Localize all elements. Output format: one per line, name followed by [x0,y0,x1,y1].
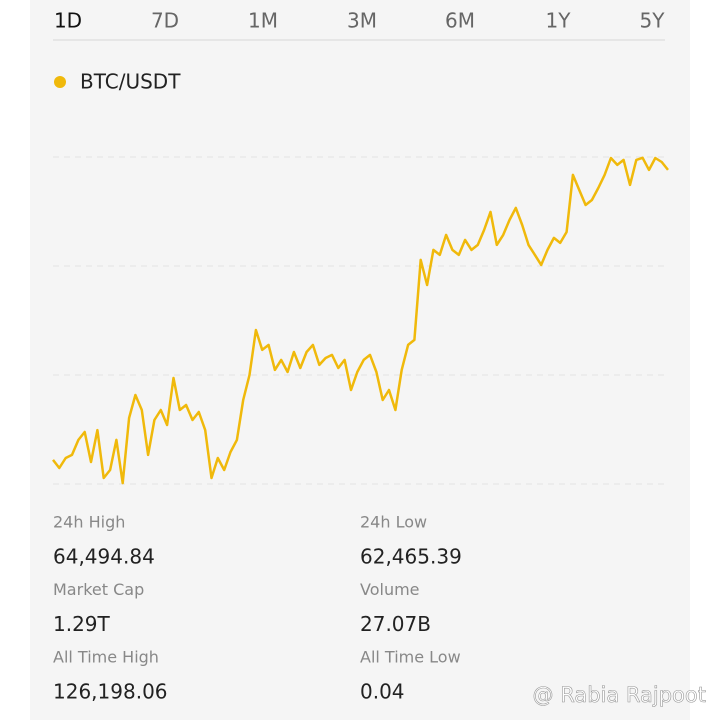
card [30,0,690,720]
legend-label: BTC/USDT [80,70,181,94]
stat-value: 0.04 [360,680,405,704]
watermark: @ Rabia Rajpoot [533,683,706,707]
stat-label: All Time High [53,648,159,667]
stat-label: Market Cap [53,580,144,599]
stat-value: 126,198.06 [53,680,168,704]
stat-value: 64,494.84 [53,545,155,569]
legend-dot [54,76,66,88]
time-range-tab[interactable]: 1Y [546,9,572,33]
price-line [52,156,669,485]
stat-value: 1.29T [53,612,111,636]
stat-label: Volume [360,580,420,599]
time-range-tab[interactable]: 6M [445,9,475,33]
time-range-tab[interactable]: 7D [151,9,179,33]
stat-value: 27.07B [360,612,431,636]
stat-value: 62,465.39 [360,545,462,569]
stat-label: 24h Low [360,513,427,532]
time-range-tab[interactable]: 1D [54,9,82,33]
time-range-tab[interactable]: 1M [248,9,278,33]
time-range-tab[interactable]: 5Y [640,9,666,33]
time-range-tab[interactable]: 3M [347,9,377,33]
stat-label: 24h High [53,513,125,532]
stat-label: All Time Low [360,648,461,667]
